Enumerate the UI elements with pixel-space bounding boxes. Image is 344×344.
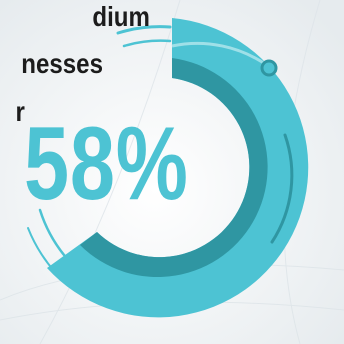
headline-line-1: dium xyxy=(92,1,150,32)
headline-line-3: r xyxy=(15,96,25,127)
progress-ring-inner xyxy=(80,58,268,278)
progress-ring-outer xyxy=(47,18,309,318)
outer-arc-top-2 xyxy=(122,39,172,48)
inner-accent-arc xyxy=(171,41,269,68)
outer-arc-top xyxy=(116,25,172,35)
inner-accent-arc-right xyxy=(270,133,294,244)
percentage-value: 58% xyxy=(24,106,189,222)
headline-line-2: nesses xyxy=(21,48,103,79)
accent-node xyxy=(260,59,278,77)
